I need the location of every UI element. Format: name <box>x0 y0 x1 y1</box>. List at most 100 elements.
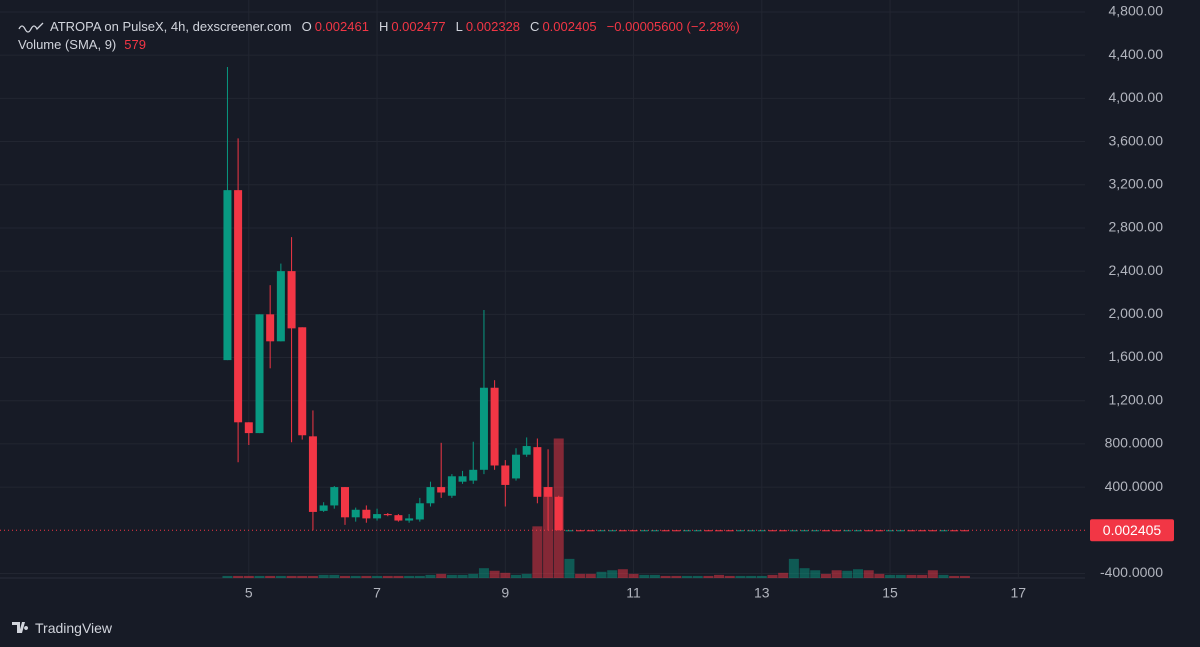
candle-body <box>586 530 595 532</box>
candle-body <box>875 530 884 532</box>
volume-bar <box>286 575 297 578</box>
y-tick-label: 400.0000 <box>1105 478 1164 494</box>
candle-body <box>853 530 862 532</box>
candle-body <box>725 530 734 532</box>
candle-body <box>415 503 424 520</box>
brand: TradingView <box>35 620 113 636</box>
volume-bar <box>329 574 340 578</box>
high-value: 0.002477 <box>391 19 446 34</box>
candle-body <box>939 530 948 532</box>
volume-bar <box>318 574 329 578</box>
candle-body <box>266 314 275 342</box>
symbol-icon <box>18 22 44 33</box>
candle-body <box>458 476 467 482</box>
y-tick-label: 2,400.00 <box>1109 262 1164 278</box>
volume-bar <box>543 487 554 578</box>
candle-body <box>287 271 296 329</box>
y-tick-label: -400.0000 <box>1100 564 1163 580</box>
volume-bar <box>500 572 511 578</box>
x-tick-label: 11 <box>626 585 641 601</box>
candle-body <box>362 509 371 519</box>
candle-body <box>490 387 499 466</box>
high-label: H <box>378 19 389 34</box>
candle-body <box>821 530 830 532</box>
candle-body <box>383 514 392 516</box>
candle-body <box>330 487 339 506</box>
volume-bar <box>382 575 393 578</box>
candle-body <box>629 530 638 532</box>
volume-bar <box>414 575 425 578</box>
volume-bar <box>372 575 383 578</box>
volume-bar <box>468 573 479 578</box>
y-tick-label: 800.0000 <box>1105 435 1164 451</box>
candle-body <box>223 190 232 361</box>
candle-body <box>918 530 927 532</box>
candle-body <box>512 454 521 479</box>
candle-body <box>234 190 243 423</box>
volume-bar <box>842 570 853 578</box>
volume-bar <box>681 575 692 578</box>
candle-body <box>779 530 788 532</box>
candle-body <box>661 530 670 532</box>
candle-body <box>394 515 403 521</box>
volume-bar <box>778 572 789 578</box>
candle-body <box>533 447 542 497</box>
volume-bar <box>254 575 265 578</box>
candle-body <box>469 469 478 481</box>
x-tick-label: 13 <box>754 585 770 601</box>
x-tick-label: 5 <box>245 585 253 601</box>
volume-bar <box>639 574 650 578</box>
volume-bar <box>275 575 286 578</box>
volume-bar <box>692 575 703 578</box>
y-tick-label: 4,800.00 <box>1109 3 1164 19</box>
candle-body <box>298 327 307 436</box>
candle-body <box>405 518 414 521</box>
volume-bar <box>863 570 874 578</box>
candle-body <box>843 530 852 532</box>
volume-bar <box>885 574 896 578</box>
volume-bar <box>478 568 489 578</box>
candle-body <box>437 487 446 493</box>
candle-body <box>501 465 510 485</box>
candle-body <box>479 387 488 470</box>
last-price-box <box>1090 519 1174 542</box>
volume-bar <box>393 575 404 578</box>
candle-body <box>682 530 691 532</box>
volume-bar <box>756 575 767 578</box>
candle-body <box>747 530 756 532</box>
volume-bar <box>927 570 938 578</box>
volume-bar <box>724 575 735 578</box>
y-tick-label: 4,000.00 <box>1109 89 1164 105</box>
volume-bar <box>564 558 575 578</box>
low-label: L <box>455 19 463 34</box>
y-tick-label: 4,400.00 <box>1109 46 1164 62</box>
candle-body <box>907 530 916 532</box>
y-tick-label: 1,200.00 <box>1109 391 1164 407</box>
y-tick-label: 3,200.00 <box>1109 175 1164 191</box>
volume-bar <box>585 573 596 578</box>
close-value: 0.002405 <box>542 19 597 34</box>
volume-bar <box>703 575 714 578</box>
candle-body <box>886 530 895 532</box>
volume-bar <box>489 570 500 578</box>
candle-body <box>522 446 531 455</box>
volume-sma: 579 <box>124 37 146 52</box>
volume-bar <box>307 575 318 578</box>
brand-logo <box>12 622 29 633</box>
open-label: O <box>301 19 312 34</box>
volume-bar <box>649 574 660 578</box>
footer: TradingView <box>12 620 112 636</box>
volume-bar <box>457 574 468 578</box>
volume-bar <box>350 575 361 578</box>
volume-bar <box>949 575 960 578</box>
volume-bar <box>425 574 436 578</box>
candle-body <box>340 487 349 518</box>
candle-body <box>373 514 382 519</box>
volume-bar <box>521 573 532 578</box>
volume-bar <box>671 575 682 578</box>
volume-bar <box>906 574 917 578</box>
y-tick-label: 1,600.00 <box>1109 348 1164 364</box>
